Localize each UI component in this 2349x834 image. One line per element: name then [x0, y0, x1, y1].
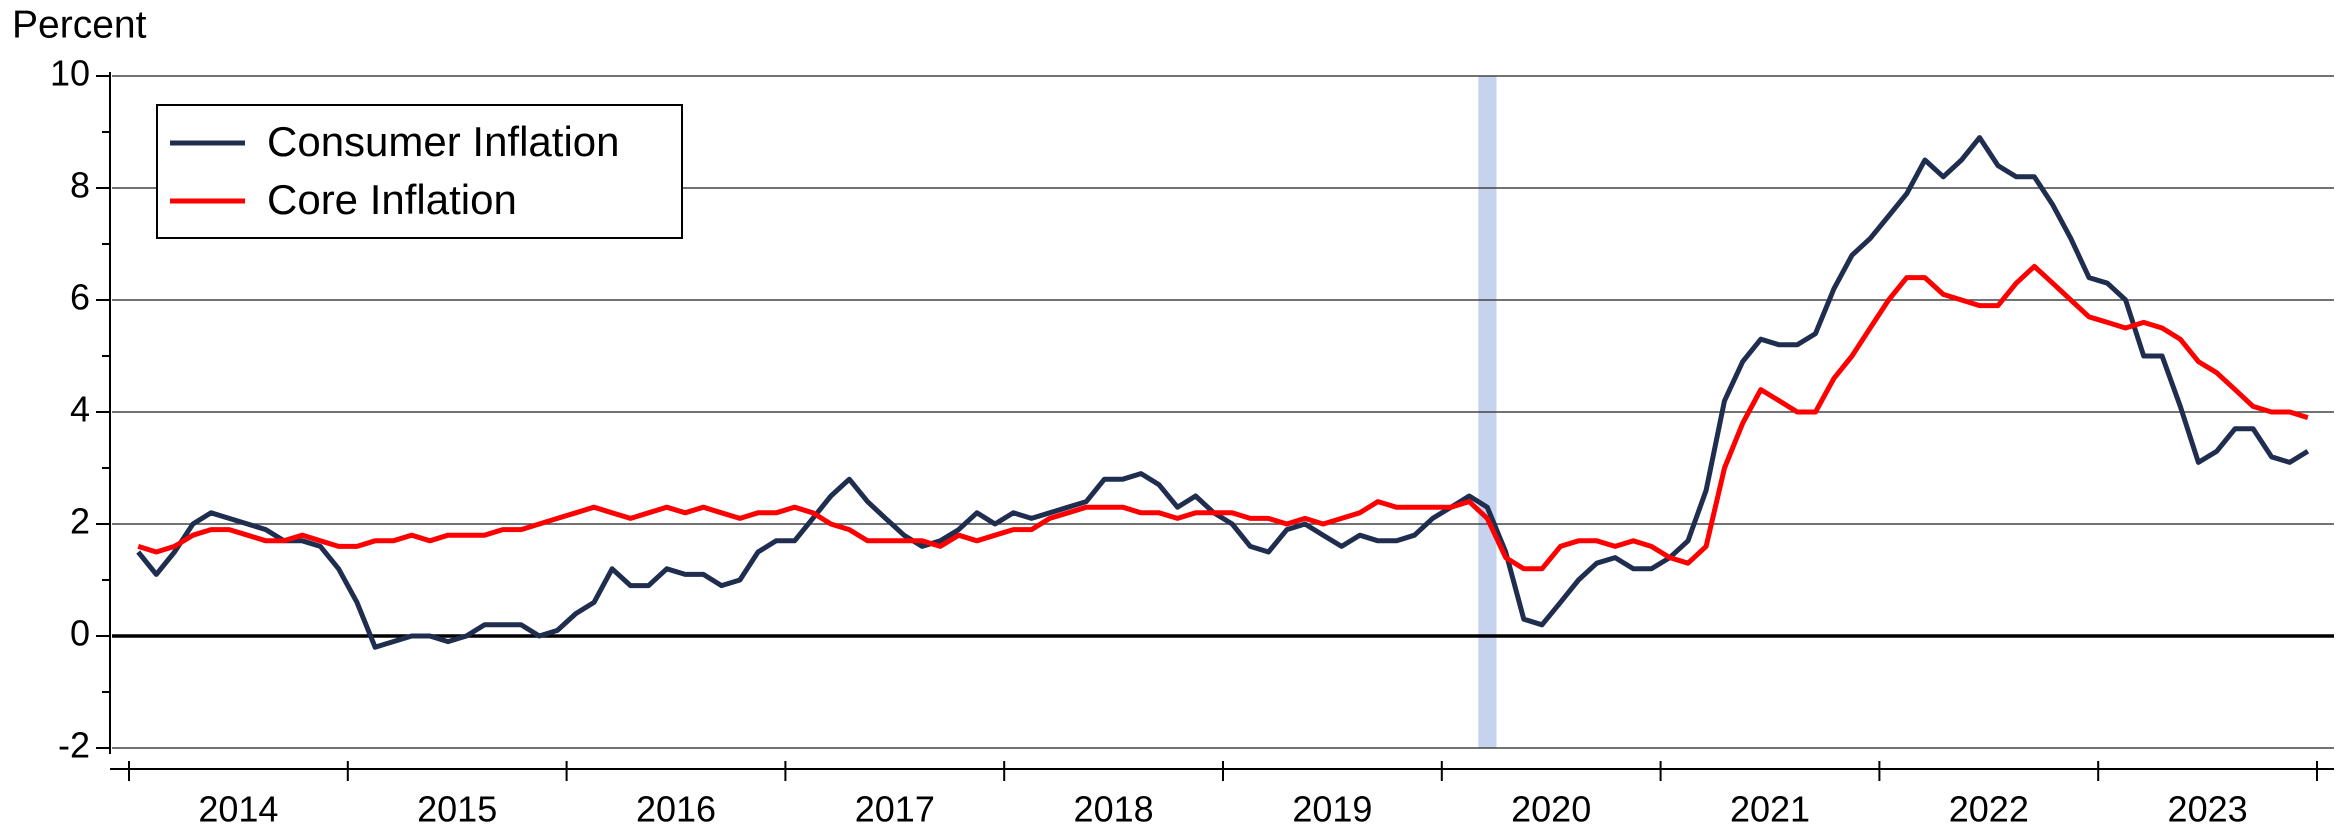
y-tick-label: 4	[70, 389, 90, 430]
x-tick-label: 2014	[198, 789, 278, 830]
x-tick-label: 2023	[2168, 789, 2248, 830]
y-tick-label: 8	[70, 165, 90, 206]
y-tick-label: -2	[58, 725, 90, 766]
legend-label: Consumer Inflation	[267, 118, 620, 165]
x-tick-label: 2020	[1511, 789, 1591, 830]
y-tick-label: 6	[70, 277, 90, 318]
x-tick-label: 2017	[855, 789, 935, 830]
series-line	[136, 135, 2310, 650]
x-tick-label: 2015	[417, 789, 497, 830]
y-tick-label: 10	[50, 53, 90, 94]
y-tick-label: 2	[70, 501, 90, 542]
series-line	[137, 263, 2309, 572]
x-tick-label: 2021	[1730, 789, 1810, 830]
legend-box	[156, 104, 683, 239]
legend-label: Core Inflation	[267, 176, 517, 223]
y-axis-label: Percent	[12, 3, 147, 46]
x-tick-label: 2022	[1949, 789, 2029, 830]
y-tick-label: 0	[70, 613, 90, 654]
x-tick-label: 2019	[1292, 789, 1372, 830]
x-tick-label: 2018	[1074, 789, 1154, 830]
x-tick-label: 2016	[636, 789, 716, 830]
